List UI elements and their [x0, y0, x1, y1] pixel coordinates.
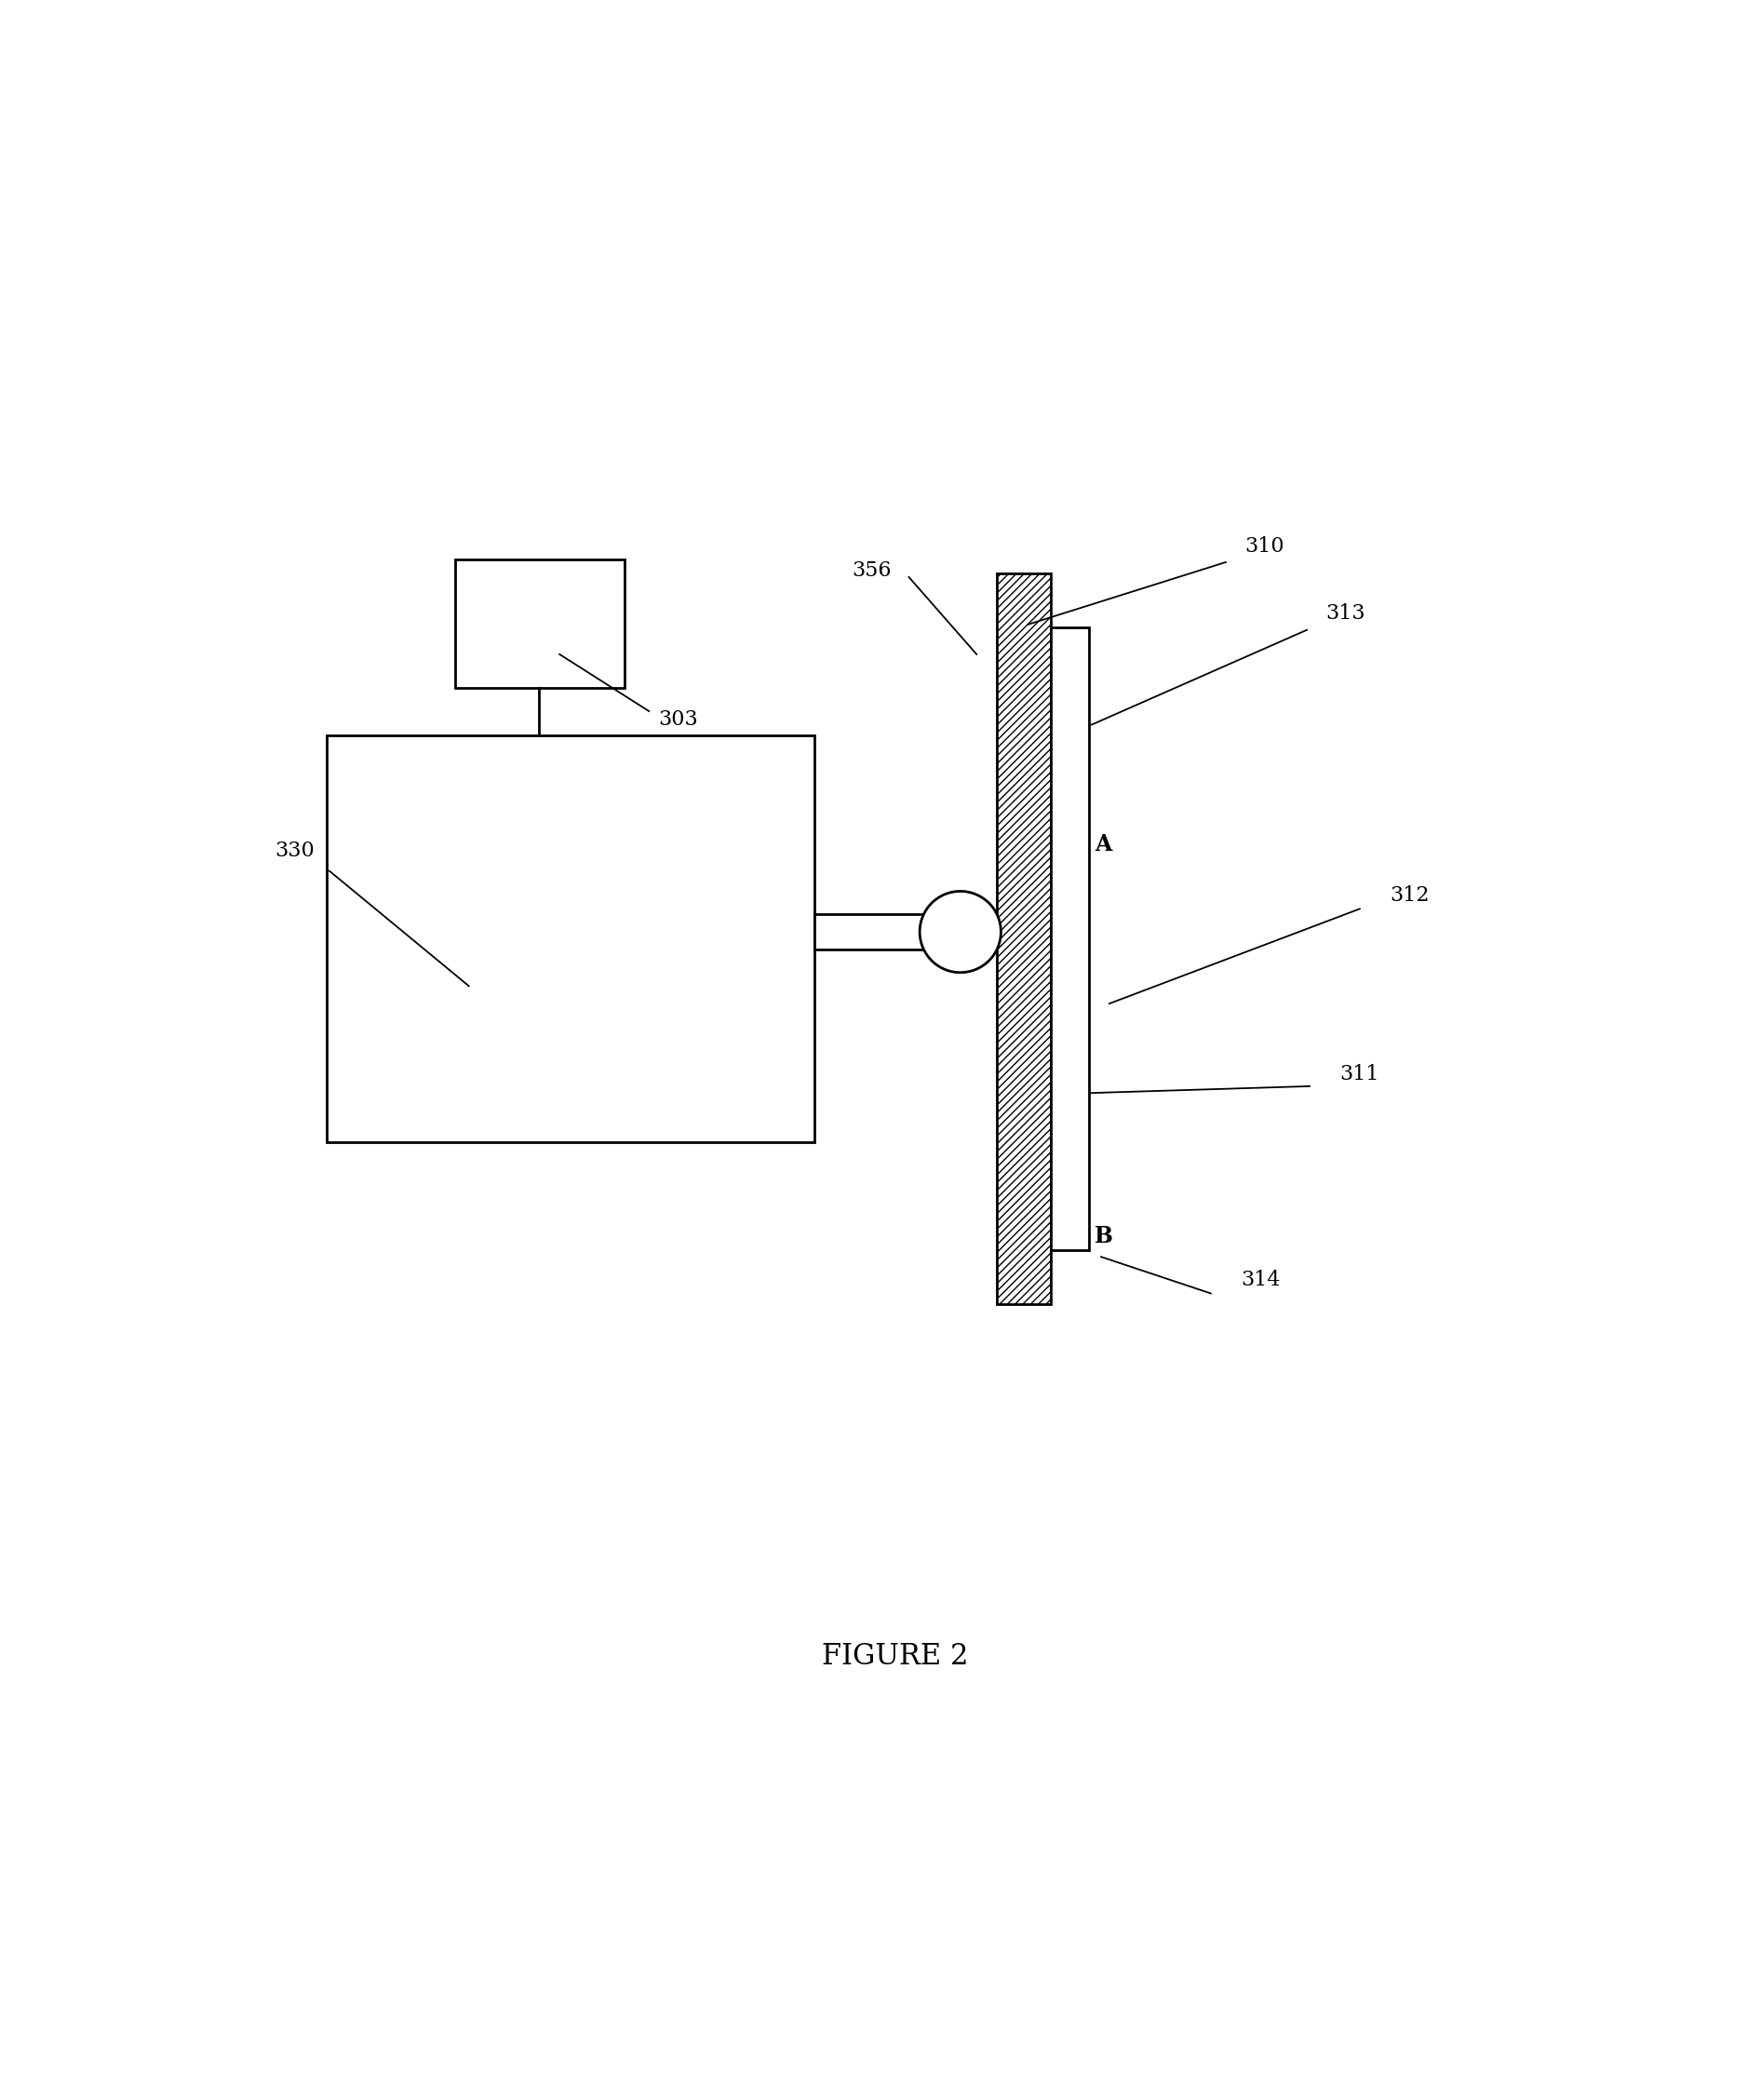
Bar: [1052, 628, 1088, 1250]
Text: FIGURE 2: FIGURE 2: [823, 1642, 968, 1672]
Text: 356: 356: [853, 561, 891, 580]
Bar: [456, 559, 625, 689]
Bar: [814, 914, 926, 949]
Text: B: B: [1094, 1226, 1113, 1247]
Bar: [327, 735, 814, 1142]
Text: 303: 303: [659, 710, 699, 729]
Bar: [998, 573, 1052, 1304]
Text: A: A: [1094, 834, 1111, 855]
Text: 312: 312: [1389, 884, 1429, 905]
Text: 313: 313: [1326, 603, 1366, 624]
Text: 330: 330: [276, 840, 314, 861]
Circle shape: [919, 890, 1001, 972]
Text: 311: 311: [1340, 1065, 1378, 1084]
Text: 314: 314: [1240, 1270, 1281, 1289]
Text: 310: 310: [1244, 536, 1284, 556]
